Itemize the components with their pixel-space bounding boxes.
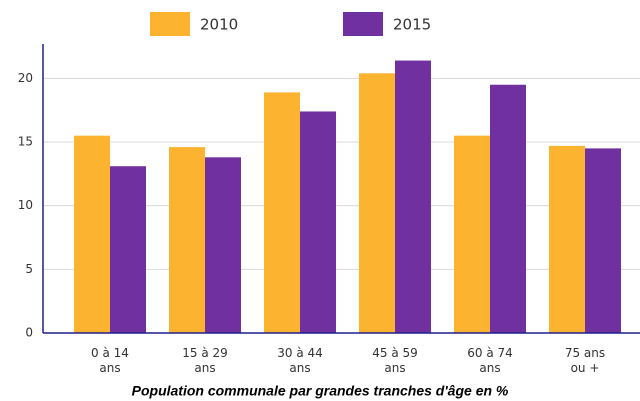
bar bbox=[169, 147, 205, 333]
x-tick-label-line: 45 à 59 bbox=[372, 346, 418, 360]
y-tick-label: 15 bbox=[18, 135, 33, 149]
x-tick-label-line: 75 ans bbox=[565, 346, 605, 360]
legend-swatch bbox=[343, 12, 383, 36]
bar bbox=[454, 135, 490, 333]
x-tick-label-line: 60 à 74 bbox=[467, 346, 513, 360]
x-tick-label-line: 30 à 44 bbox=[277, 346, 323, 360]
bar bbox=[264, 92, 300, 334]
y-tick-label: 10 bbox=[18, 198, 33, 212]
bar bbox=[395, 60, 431, 333]
bar bbox=[585, 148, 621, 333]
legend-label: 2015 bbox=[393, 16, 431, 34]
bar bbox=[205, 157, 241, 333]
x-tick-label: 60 à 74 ans bbox=[467, 346, 513, 375]
x-tick-label-line: ou + bbox=[571, 361, 600, 375]
x-tick-label-line: ans bbox=[384, 361, 405, 375]
x-tick-label: 30 à 44 ans bbox=[277, 346, 323, 375]
x-tick-label: 45 à 59 ans bbox=[372, 346, 418, 375]
x-tick-label-line: ans bbox=[99, 361, 120, 375]
x-tick-label-line: ans bbox=[479, 361, 500, 375]
y-tick-label: 5 bbox=[25, 262, 33, 276]
bar bbox=[300, 111, 336, 333]
y-tick-label: 20 bbox=[18, 71, 33, 85]
bar bbox=[110, 166, 146, 333]
bar bbox=[74, 135, 110, 333]
x-tick-label-line: ans bbox=[289, 361, 310, 375]
x-tick-label: 75 ans ou + bbox=[565, 346, 605, 375]
bar bbox=[359, 73, 395, 334]
y-tick-label: 0 bbox=[25, 326, 33, 340]
bar bbox=[549, 145, 585, 333]
legend-swatch bbox=[150, 12, 190, 36]
x-tick-label-line: 15 à 29 bbox=[182, 346, 228, 360]
x-tick-label: 0 à 14 ans bbox=[91, 346, 129, 375]
x-tick-label-line: 0 à 14 bbox=[91, 346, 129, 360]
bar bbox=[490, 84, 526, 334]
x-tick-label-line: ans bbox=[194, 361, 215, 375]
chart-title: Population communale par grandes tranche… bbox=[132, 383, 509, 399]
x-tick-label: 15 à 29 ans bbox=[182, 346, 228, 375]
legend-label: 2010 bbox=[200, 16, 238, 34]
